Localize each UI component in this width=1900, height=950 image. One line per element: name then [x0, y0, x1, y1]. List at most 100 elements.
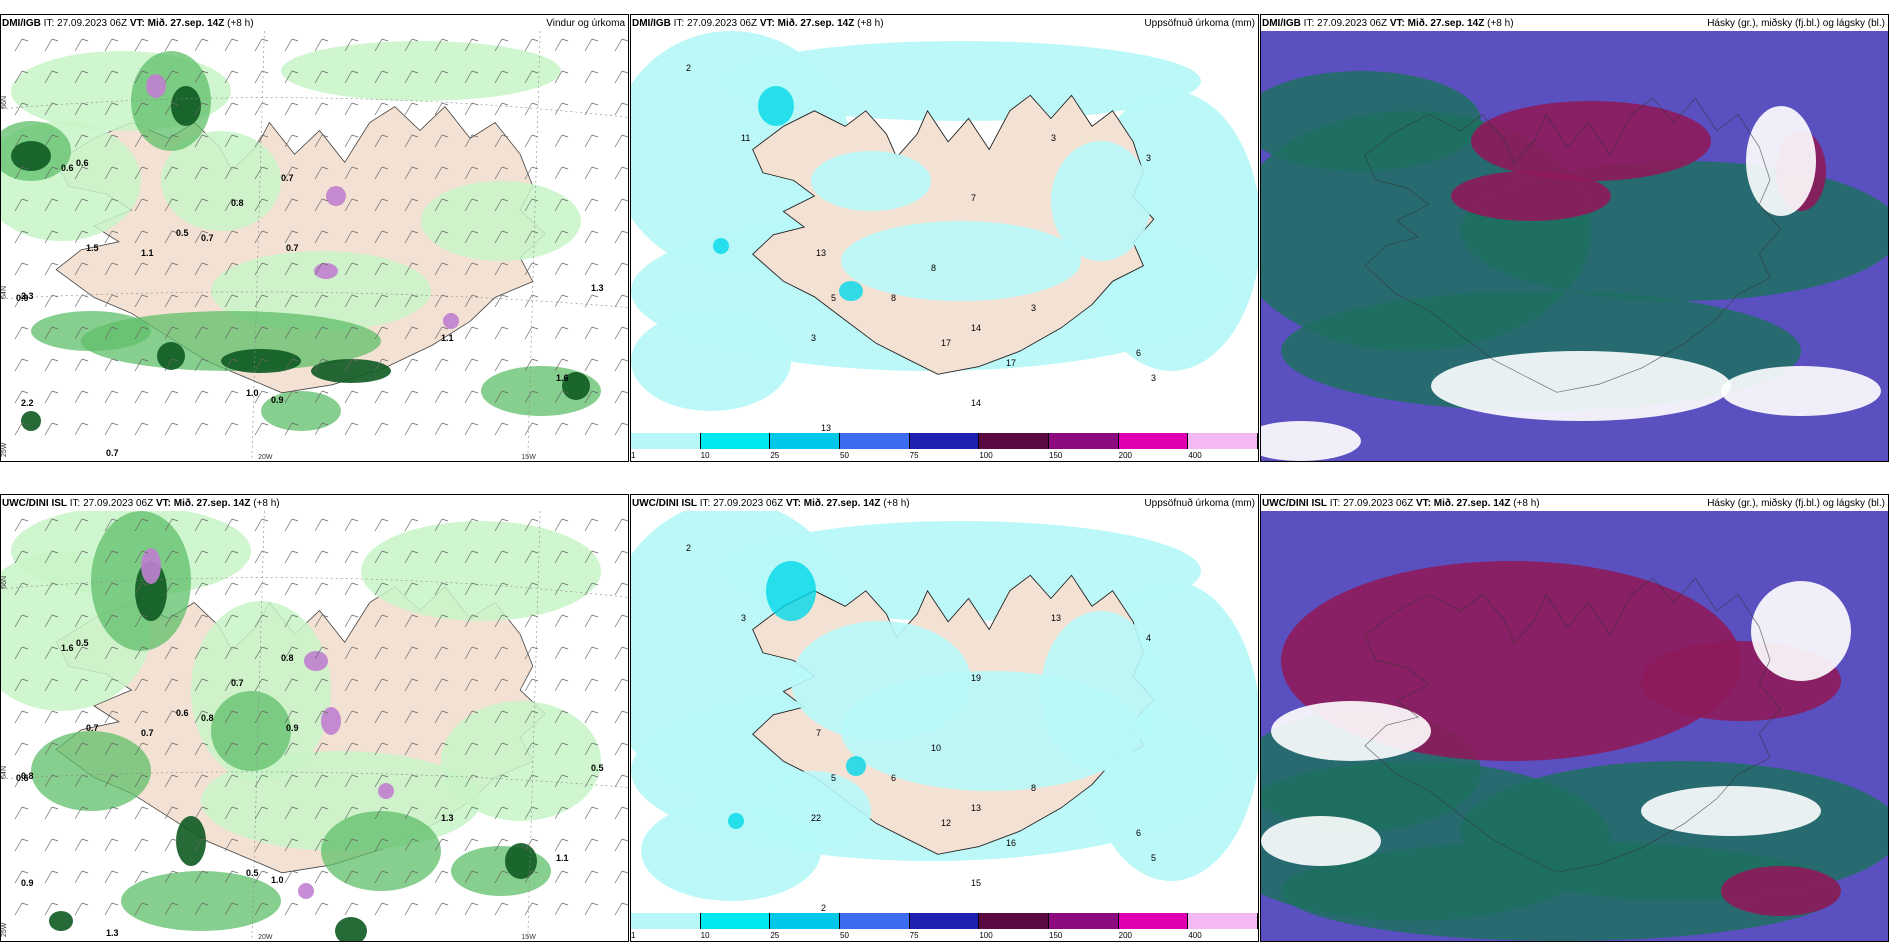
wind-barb-flag: [531, 38, 539, 42]
cloud-map[interactable]: [1261, 511, 1888, 941]
wind-barb: [584, 678, 593, 692]
wind-barb-flag: [351, 710, 359, 714]
wind-barb: [404, 326, 413, 340]
wind-barb: [344, 742, 353, 756]
wind-barb-flag: [561, 230, 569, 234]
wind-barb-flag: [21, 774, 29, 778]
wind-barb: [194, 518, 203, 532]
colorbar-swatch: [770, 913, 841, 929]
wind-barb: [284, 614, 293, 628]
precip-area-inland: [811, 151, 931, 211]
wind-barb-flag: [621, 614, 628, 618]
wind-barb-flag: [51, 326, 59, 330]
it-value: 27.09.2023 06Z: [713, 498, 784, 509]
wind-barb-flag: [501, 166, 509, 170]
wind-barb: [194, 806, 203, 820]
wind-barb-flag: [351, 70, 359, 74]
wind-barb-flag: [501, 838, 509, 842]
wind-barb: [134, 230, 143, 244]
wind-barb-flag: [561, 646, 569, 650]
precip-area-inland: [1041, 611, 1161, 771]
wind-barb-flag: [171, 902, 179, 906]
wind-barb-flag: [351, 902, 359, 906]
wind-barb-flag: [531, 70, 539, 74]
wind-barb-flag: [111, 262, 119, 266]
wind-barb-flag: [231, 326, 239, 330]
wind-barb: [254, 102, 263, 116]
wind-barb: [44, 102, 53, 116]
wind-barb-flag: [291, 294, 299, 298]
map-layer: [1261, 31, 1888, 461]
wind-barb: [464, 230, 473, 244]
precip-value-label: 3: [1051, 133, 1056, 143]
wind-barb-flag: [561, 614, 569, 618]
wind-barb-flag: [471, 326, 479, 330]
wind-barb: [134, 134, 143, 148]
precip-value-label: 5: [831, 773, 836, 783]
wind-barb-flag: [621, 550, 628, 554]
wind-barb: [194, 614, 203, 628]
wind-barb-flag: [21, 326, 29, 330]
wind-barb-flag: [261, 518, 269, 522]
wind-barb: [404, 518, 413, 532]
wind-barb: [374, 102, 383, 116]
precip-area-mid: [31, 311, 151, 351]
wind-barb-flag: [51, 518, 59, 522]
wind-barb: [614, 262, 623, 276]
wind-barb-flag: [621, 230, 628, 234]
wind-barb-flag: [321, 230, 329, 234]
wind-barb-flag: [141, 102, 149, 106]
wind-barb: [224, 294, 233, 308]
wind-barb: [44, 902, 53, 916]
wind-barb-flag: [201, 646, 209, 650]
wind-barb-flag: [321, 422, 329, 426]
wind-barb-flag: [531, 870, 539, 874]
wind-barb-flag: [171, 358, 179, 362]
wind-barb-flag: [441, 390, 449, 394]
wind-barb-flag: [351, 326, 359, 330]
lead-time: (+8 h): [883, 498, 910, 509]
wind-barb-flag: [531, 166, 539, 170]
wind-barb: [194, 422, 203, 436]
wind-barb-flag: [21, 70, 29, 74]
wind-barb-flag: [231, 550, 239, 554]
wind-map[interactable]: 66N 64N 25W 20W 15W 0.6 0.7 0.8 0.5 0.7 0.7 1.1 0.9 1…: [1, 31, 628, 462]
latitude-label-66: 66N: [1, 96, 8, 109]
wind-barb-flag: [141, 550, 149, 554]
wind-barb-flag: [321, 166, 329, 170]
wind-barb-flag: [111, 390, 119, 394]
cloud-map[interactable]: [1261, 31, 1888, 461]
panel-dini-precip: UWC/DINI ISL IT: 27.09.2023 06Z VT: Mið.…: [630, 494, 1259, 942]
wind-barb: [374, 390, 383, 404]
wind-barb-flag: [21, 422, 29, 426]
wind-barb: [164, 838, 173, 852]
wind-barb-flag: [261, 326, 269, 330]
colorbar-swatch: [700, 433, 771, 449]
precip-map[interactable]: 2 11 3 3 7 8 8 5 13 17 14 17 14 6 3 3 13 3: [631, 31, 1258, 439]
wind-barb: [464, 262, 473, 276]
wind-barb: [74, 166, 83, 180]
wind-barb: [224, 326, 233, 340]
wind-barbs: [14, 38, 628, 436]
wind-barb-flag: [201, 326, 209, 330]
wind-barb-flag: [231, 294, 239, 298]
wind-barb: [404, 422, 413, 436]
wind-barb: [464, 838, 473, 852]
wind-barb: [254, 870, 263, 884]
wind-barb: [164, 422, 173, 436]
colorbar: [631, 913, 1258, 929]
wind-barb-flag: [321, 358, 329, 362]
wind-barb-flag: [321, 390, 329, 394]
wind-barb-flag: [261, 870, 269, 874]
vt-label: VT:: [129, 18, 145, 29]
wind-barb-flag: [501, 134, 509, 138]
wind-barb: [14, 870, 23, 884]
wind-barb-flag: [21, 806, 29, 810]
wind-barb-flag: [351, 646, 359, 650]
wind-barb-flag: [471, 614, 479, 618]
wind-barb-flag: [231, 742, 239, 746]
wind-barb-flag: [501, 358, 509, 362]
precip-map[interactable]: 2 3 22 13 19 10 6 5 7 12 13 16 15 6 5 4 2 8: [631, 511, 1258, 919]
wind-barb: [44, 390, 53, 404]
